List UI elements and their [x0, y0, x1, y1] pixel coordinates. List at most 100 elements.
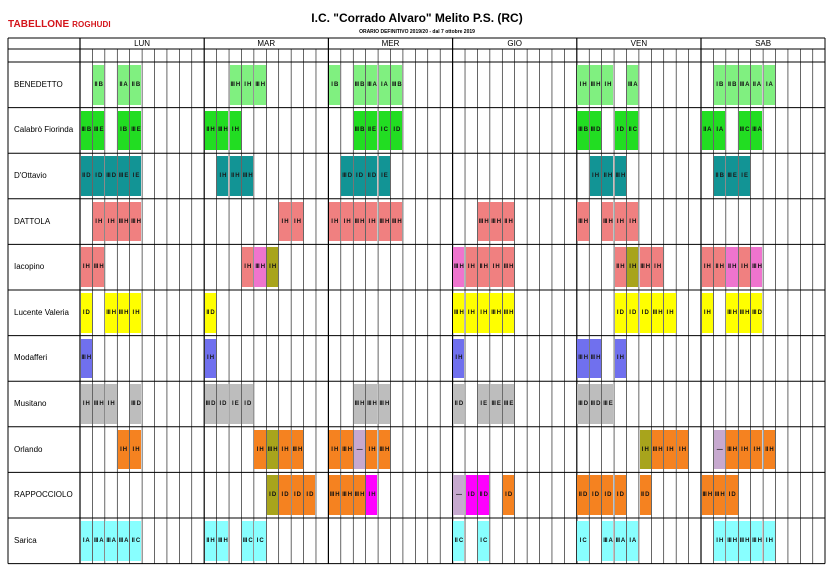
lesson-cell: I B: [329, 65, 341, 105]
lesson-cell: I H: [589, 156, 602, 196]
lesson-cell: I H: [130, 293, 142, 333]
lesson-cell: I H: [701, 247, 713, 287]
day-header-gio: GIO: [507, 39, 523, 48]
lesson-cell: I E: [378, 156, 390, 196]
lesson-cell: I D: [353, 156, 366, 196]
lesson-cell: III H: [254, 247, 266, 287]
lesson-cell: I H: [664, 293, 676, 333]
lesson-cell: I H: [639, 429, 651, 470]
lesson-cell: I D: [217, 384, 229, 424]
lesson-cell: II C: [130, 521, 142, 561]
teacher-name: RAPPOCCIOLO: [14, 490, 73, 500]
lesson-cell: I D: [614, 110, 626, 151]
lesson-cell: III H: [266, 429, 279, 470]
lesson-cell: II H: [726, 247, 738, 287]
lesson-cell: III D: [341, 156, 353, 196]
lesson-cell: III H: [490, 293, 502, 333]
lesson-cell: III H: [726, 429, 738, 470]
lesson-cell: III H: [242, 156, 254, 196]
lesson-cell: III D: [751, 293, 763, 333]
lesson-cell: II D: [478, 475, 490, 515]
lesson-cell: I A: [80, 521, 92, 561]
lesson-cell: I H: [279, 429, 291, 470]
lesson-cell: I D: [627, 293, 639, 333]
lesson-cell: III H: [714, 475, 726, 515]
lesson-cell: I C: [378, 110, 390, 151]
lesson-cell: II D: [366, 156, 378, 196]
lesson-cell: I C: [577, 521, 589, 561]
lesson-cell: —: [453, 475, 465, 515]
lesson-cell: III E: [602, 384, 614, 424]
lesson-cell: II A: [117, 65, 130, 105]
lesson-cell: I B: [117, 110, 130, 151]
lesson-cell: I D: [242, 384, 254, 424]
lesson-cell: III A: [366, 65, 378, 105]
lesson-cell: III A: [614, 521, 626, 561]
lesson-cell: II B: [93, 65, 105, 105]
lesson-cell: I D: [291, 475, 303, 515]
lesson-cell: III H: [738, 293, 751, 333]
lesson-cell: III A: [602, 521, 614, 561]
lesson-cell: III B: [353, 110, 366, 151]
lesson-cell: III H: [577, 338, 589, 379]
lesson-cell: I H: [366, 475, 378, 515]
lesson-cell: II D: [453, 384, 465, 424]
teacher-name: Calabrò Fiorinda: [14, 125, 74, 135]
lesson-cell: III H: [117, 293, 130, 333]
lesson-cell: I H: [738, 429, 751, 470]
lesson-cell: III H: [738, 521, 751, 561]
lesson-cell: III D: [130, 384, 142, 424]
teacher-name: Orlando: [14, 444, 43, 454]
teacher-name: BENEDETTO: [14, 79, 63, 89]
lesson-cell: I H: [751, 429, 763, 470]
lesson-cell: III H: [80, 338, 92, 379]
lesson-cell: I D: [304, 475, 316, 515]
lesson-cell: II B: [714, 156, 726, 196]
lesson-cell: III H: [329, 475, 341, 515]
teacher-name: D'Ottavio: [14, 171, 47, 180]
lesson-cell: I D: [266, 475, 279, 515]
lesson-cell: I H: [105, 384, 117, 424]
lesson-cell: III H: [589, 65, 602, 105]
brand-title: TABELLONE: [8, 19, 70, 30]
lesson-cell: I D: [465, 475, 477, 515]
lesson-cell: II B: [130, 65, 142, 105]
lesson-cell: II D: [639, 475, 651, 515]
lesson-cell: II H: [478, 247, 490, 287]
lesson-cell: III B: [80, 110, 92, 151]
lesson-cell: III A: [627, 65, 639, 105]
lesson-cell: I A: [627, 521, 639, 561]
lesson-cell: III H: [217, 521, 229, 561]
lesson-cell: II H: [229, 156, 241, 196]
lesson-cell: II H: [614, 247, 626, 287]
lesson-cell: III H: [353, 475, 366, 515]
teacher-name: Musitano: [14, 399, 47, 408]
lesson-cell: III H: [130, 201, 142, 242]
lesson-cell: III H: [341, 475, 353, 515]
lesson-cell: I H: [279, 201, 291, 242]
lesson-cell: II H: [502, 201, 515, 242]
lesson-cell: I H: [80, 247, 92, 287]
lesson-cell: II C: [627, 110, 639, 151]
lesson-cell: III H: [341, 429, 353, 470]
lesson-cell: I H: [242, 65, 254, 105]
lesson-cell: III H: [366, 384, 378, 424]
day-header-mar: MAR: [257, 39, 276, 48]
lesson-cell: I D: [80, 293, 92, 333]
lesson-cell: I A: [763, 65, 775, 105]
lesson-cell: III H: [751, 521, 763, 561]
lesson-cell: I D: [614, 475, 626, 515]
lesson-cell: II D: [577, 475, 589, 515]
lesson-cell: I H: [329, 429, 341, 470]
day-header-mer: MER: [381, 39, 400, 48]
lesson-cell: III H: [378, 429, 390, 470]
lesson-cell: III H: [105, 293, 117, 333]
lesson-cell: III A: [105, 521, 117, 561]
page-title: I.C. "Corrado Alvaro" Melito P.S. (RC): [311, 11, 523, 25]
lesson-cell: III H: [378, 384, 390, 424]
lesson-cell: III H: [751, 247, 763, 287]
day-header-ven: VEN: [630, 39, 648, 48]
lesson-cell: II H: [204, 110, 217, 151]
lesson-cell: I H: [291, 201, 303, 242]
